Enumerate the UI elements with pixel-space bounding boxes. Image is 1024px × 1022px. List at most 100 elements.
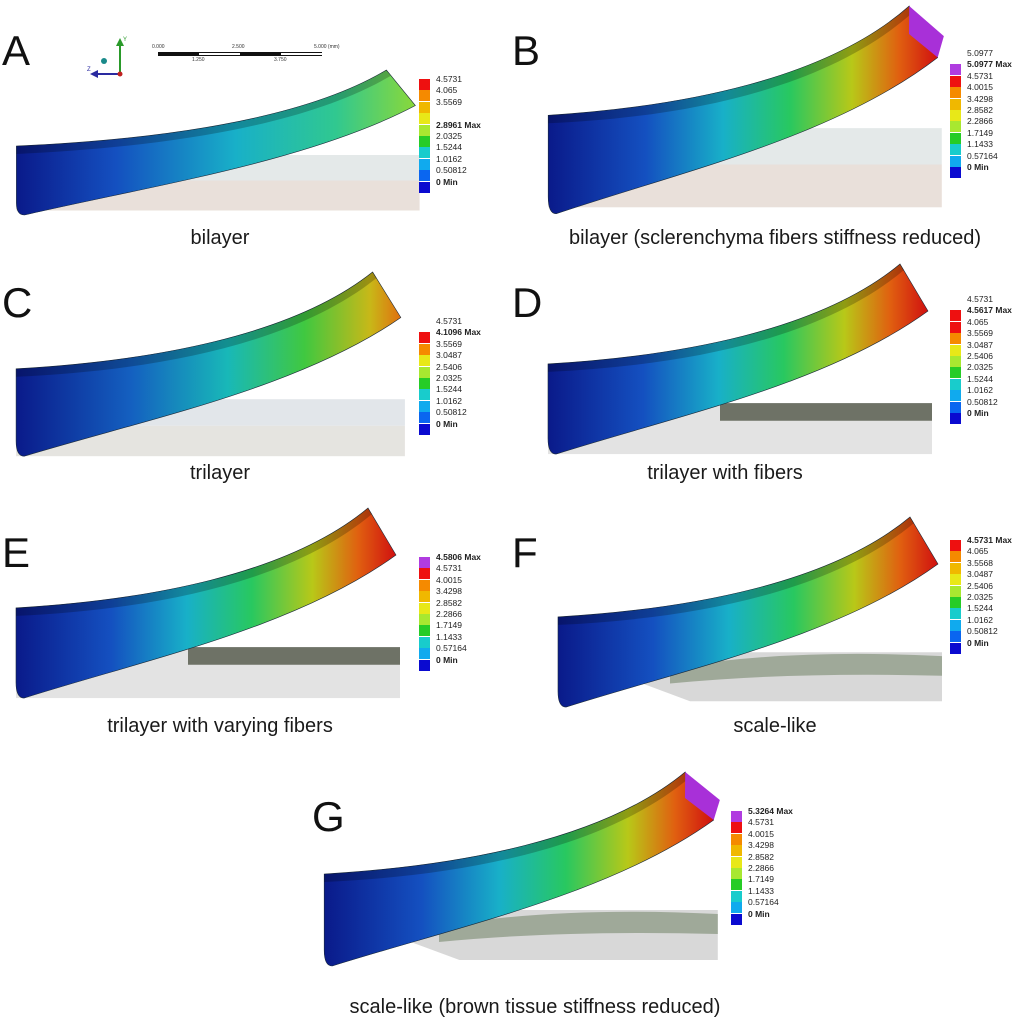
fea-model <box>323 771 720 967</box>
legend-swatch <box>731 845 742 857</box>
legend-value: 3.0487 <box>967 569 993 580</box>
legend-value: 1.0162 <box>967 614 993 625</box>
legend-value: 1.7149 <box>748 874 774 885</box>
legend-swatch <box>419 181 430 193</box>
fea-model <box>557 516 942 708</box>
legend-swatch <box>950 344 961 356</box>
legend-value: 3.0487 <box>967 339 993 350</box>
panel-letter: C <box>2 279 33 326</box>
legend-swatch <box>950 98 961 110</box>
legend-value: 4.0015 <box>967 82 993 93</box>
deformed-beam <box>15 507 397 699</box>
deformed-beam <box>323 771 715 967</box>
tip-max-region <box>685 772 720 820</box>
legend-value: 5.0977 Max <box>967 59 1012 70</box>
legend-swatch <box>950 631 961 643</box>
legend-value: 3.4298 <box>436 586 462 597</box>
legend-swatch <box>950 87 961 99</box>
legend-swatch <box>950 619 961 631</box>
panel-letter: E <box>2 529 31 576</box>
legend-swatch <box>419 412 430 424</box>
legend-value: 2.8582 <box>748 851 774 862</box>
legend-swatch <box>950 333 961 345</box>
legend-value: 0 Min <box>748 908 770 919</box>
legend-value: 0 Min <box>967 637 989 648</box>
legend-value: 2.0325 <box>967 592 993 602</box>
legend-swatch <box>950 367 961 379</box>
legend-swatch <box>950 562 961 574</box>
legend-value: 0.50812 <box>967 396 998 407</box>
legend-value: 0.57164 <box>967 150 998 161</box>
legend-value: 4.1096 Max <box>436 327 481 338</box>
panel-caption: bilayer (sclerenchyma fibers stiffness r… <box>568 227 982 249</box>
legend-swatch <box>950 540 961 551</box>
legend-swatch <box>419 355 430 367</box>
legend-swatch <box>419 423 430 435</box>
legend-swatch <box>419 90 430 102</box>
axis-z-label: Z <box>87 67 91 73</box>
legend-swatch <box>950 144 961 156</box>
legend-swatch <box>950 574 961 586</box>
legend-value: 3.5569 <box>967 328 993 339</box>
legend-swatch <box>419 136 430 147</box>
legend-swatch <box>731 822 742 834</box>
legend-value: 1.5244 <box>436 384 462 395</box>
legend-swatch <box>950 390 961 402</box>
legend-value: 2.8582 <box>436 597 462 608</box>
legend-value: 4.065 <box>967 546 989 557</box>
legend-swatch <box>419 332 430 344</box>
legend-value: 0.50812 <box>967 626 998 637</box>
panel-caption: trilayer <box>189 462 250 484</box>
legend-swatch <box>950 401 961 413</box>
legend-value: 1.7149 <box>436 620 462 631</box>
legend-value: 2.0325 <box>436 373 462 383</box>
legend-value: 4.5731 Max <box>967 535 1012 545</box>
panel-letter: G <box>312 793 345 840</box>
scale-segment-2 <box>199 52 240 56</box>
legend-value: 3.5568 <box>967 557 993 568</box>
panel-caption: scale-like <box>733 715 817 737</box>
legend-swatch <box>419 79 430 90</box>
legend-swatch <box>950 321 961 333</box>
fiber-bundle <box>439 911 718 942</box>
legend-swatch <box>419 378 430 389</box>
fea-model <box>15 507 400 699</box>
legend-swatch <box>419 636 430 648</box>
legend-value: 3.0487 <box>436 350 462 361</box>
legend-swatch <box>950 121 961 133</box>
legend-value: 0.50812 <box>436 407 467 418</box>
legend-value: 1.0162 <box>967 385 993 396</box>
legend-value: 1.1433 <box>436 631 462 642</box>
color-legend: 5.3264 Max 4.5731 4.0015 3.4298 2.8582 2.2866… <box>731 806 851 925</box>
beam-top-face <box>16 70 391 154</box>
legend-swatch <box>419 614 430 625</box>
legend-value: 4.0015 <box>748 828 774 839</box>
legend-value: 0.57164 <box>436 643 467 654</box>
legend-swatch <box>731 879 742 891</box>
legend-value: 3.4298 <box>748 840 774 851</box>
legend-swatch <box>419 366 430 378</box>
legend-value: 2.8961 Max <box>436 119 481 130</box>
legend-swatch <box>950 378 961 390</box>
legend-value: 4.065 <box>436 85 458 96</box>
deformed-beam <box>15 271 402 457</box>
legend-swatch <box>731 890 742 902</box>
legend-swatch <box>950 597 961 608</box>
tip-max-region <box>909 6 944 58</box>
legend-swatch <box>419 343 430 355</box>
legend-swatch <box>950 356 961 367</box>
deformed-beam <box>547 5 939 215</box>
legend-swatch <box>419 557 430 568</box>
legend-value: 0.50812 <box>436 165 467 176</box>
legend-value: 4.0015 <box>436 574 462 585</box>
panel-letter: B <box>512 27 541 74</box>
panel-letter: D <box>512 279 543 326</box>
scale-tick-3: 3.750 <box>274 57 287 63</box>
legend-swatch <box>419 147 430 159</box>
legend-value: 2.0325 <box>967 362 993 373</box>
legend-swatch <box>419 579 430 591</box>
legend-swatch <box>950 75 961 87</box>
legend-value: 1.1433 <box>967 139 993 150</box>
legend-swatch <box>419 591 430 603</box>
legend-value: 0.57164 <box>748 897 779 908</box>
